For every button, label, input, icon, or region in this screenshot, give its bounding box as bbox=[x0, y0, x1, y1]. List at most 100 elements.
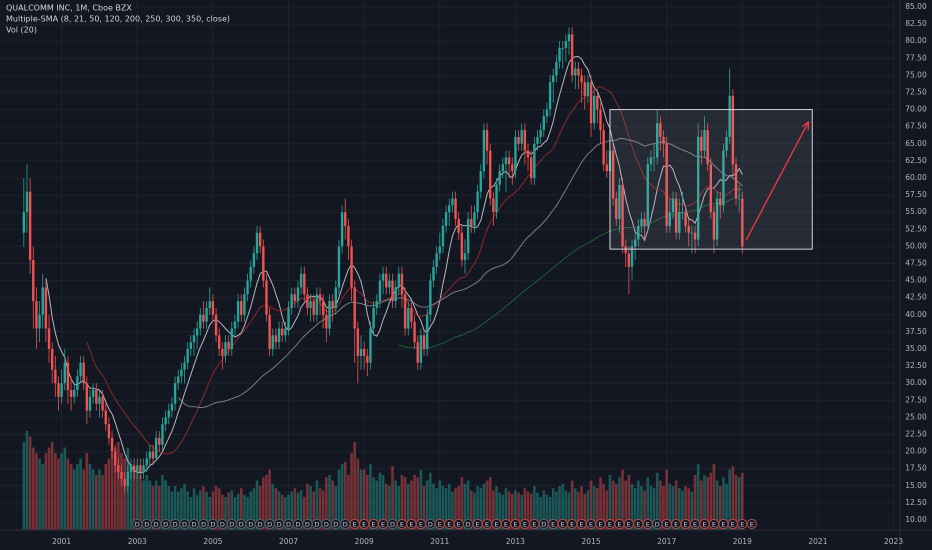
volume-bar bbox=[72, 469, 76, 530]
volume-bar bbox=[129, 464, 133, 530]
volume-bar bbox=[510, 493, 514, 530]
volume-bar bbox=[54, 453, 57, 530]
event-label: E bbox=[494, 521, 498, 529]
volume-bar bbox=[687, 488, 691, 530]
volume-bar bbox=[312, 491, 316, 530]
volume-bar bbox=[44, 453, 48, 530]
candle-body bbox=[555, 61, 558, 76]
volume-bar bbox=[107, 458, 111, 530]
y-tick-label: 75.00 bbox=[905, 70, 927, 79]
volume-bar bbox=[592, 486, 596, 530]
volume-bar bbox=[38, 458, 41, 530]
volume-bar bbox=[120, 453, 123, 530]
volume-bar bbox=[659, 480, 662, 530]
candle-body bbox=[331, 301, 334, 308]
candle-body bbox=[265, 280, 268, 315]
candle-body bbox=[356, 328, 360, 356]
candle-body bbox=[615, 198, 618, 220]
volume-bar bbox=[640, 486, 643, 530]
candle-body bbox=[564, 41, 568, 49]
arrow-line bbox=[745, 121, 810, 241]
candle-body bbox=[577, 68, 580, 76]
event-label: D bbox=[210, 521, 215, 529]
candle-body bbox=[438, 246, 441, 254]
volume-bar bbox=[523, 488, 527, 530]
volume-bar bbox=[504, 488, 508, 530]
candle-body bbox=[621, 184, 624, 247]
candle-body bbox=[325, 314, 328, 329]
event-label: E bbox=[504, 521, 508, 529]
volume-bar bbox=[293, 488, 297, 530]
volume-bar bbox=[671, 486, 675, 530]
volume-bar bbox=[359, 469, 363, 530]
x-tick-label: 2021 bbox=[808, 537, 827, 546]
volume-bar bbox=[441, 486, 445, 530]
x-tick-label: 2001 bbox=[52, 537, 71, 546]
candle-body bbox=[690, 232, 694, 234]
candle-body bbox=[706, 130, 709, 165]
candle-body bbox=[671, 198, 675, 213]
volume-bar bbox=[331, 480, 334, 530]
candle-body bbox=[202, 314, 205, 322]
volume-bar bbox=[586, 490, 590, 530]
candle-body bbox=[218, 335, 221, 350]
candle-body bbox=[151, 451, 155, 459]
candle-body bbox=[262, 246, 265, 281]
volume-bar bbox=[233, 497, 237, 530]
volume-bar bbox=[211, 491, 215, 530]
volume-bar bbox=[309, 486, 312, 530]
volume-bar bbox=[492, 490, 495, 530]
candle-body bbox=[183, 362, 186, 370]
event-label: E bbox=[362, 521, 366, 529]
event-label: E bbox=[665, 521, 669, 529]
volume-bar bbox=[479, 488, 483, 530]
candle-body bbox=[44, 287, 48, 329]
volume-bar bbox=[444, 488, 448, 530]
volume-bar bbox=[476, 486, 479, 530]
candle-body bbox=[715, 198, 719, 240]
candle-body bbox=[95, 390, 98, 404]
candle-body bbox=[574, 68, 577, 76]
candle-body bbox=[186, 349, 189, 363]
candle-body bbox=[170, 403, 174, 411]
volume-bar bbox=[551, 488, 555, 530]
volume-bar bbox=[718, 486, 722, 530]
candle-body bbox=[347, 225, 350, 247]
candle-body bbox=[214, 314, 218, 336]
volume-bar bbox=[277, 491, 281, 530]
candle-body bbox=[233, 321, 237, 329]
volume-bar bbox=[457, 486, 460, 530]
volume-bar bbox=[451, 491, 454, 530]
candle-body bbox=[129, 465, 133, 473]
volume-bar bbox=[488, 477, 492, 530]
candle-body bbox=[312, 301, 315, 315]
candle-body bbox=[287, 307, 290, 329]
volume-bar bbox=[98, 469, 101, 530]
volume-bar bbox=[391, 466, 394, 530]
volume-bar bbox=[249, 491, 253, 530]
volume-bar bbox=[274, 488, 278, 530]
volume-bar bbox=[580, 486, 583, 530]
volume-bar bbox=[236, 493, 240, 530]
volume-bar bbox=[170, 491, 174, 530]
event-label: D bbox=[343, 521, 348, 529]
y-tick-label: 45.00 bbox=[905, 276, 927, 285]
volume-bar bbox=[495, 486, 498, 530]
volume-bar bbox=[353, 442, 357, 530]
volume-bar bbox=[403, 477, 407, 530]
event-label: D bbox=[182, 521, 187, 529]
candle-body bbox=[646, 164, 649, 226]
y-tick-label: 80.00 bbox=[905, 36, 927, 45]
volume-bar bbox=[700, 480, 703, 530]
candle-body bbox=[315, 294, 319, 315]
volume-bar bbox=[280, 494, 284, 530]
candle-body bbox=[649, 157, 653, 165]
volume-bar bbox=[624, 480, 628, 530]
volume-bar bbox=[372, 477, 375, 530]
candle-body bbox=[293, 294, 297, 302]
volume-bar bbox=[265, 475, 268, 530]
volume-bar bbox=[117, 442, 120, 530]
candle-body bbox=[309, 301, 312, 308]
volume-bar bbox=[151, 486, 155, 530]
candle-body bbox=[618, 184, 621, 220]
